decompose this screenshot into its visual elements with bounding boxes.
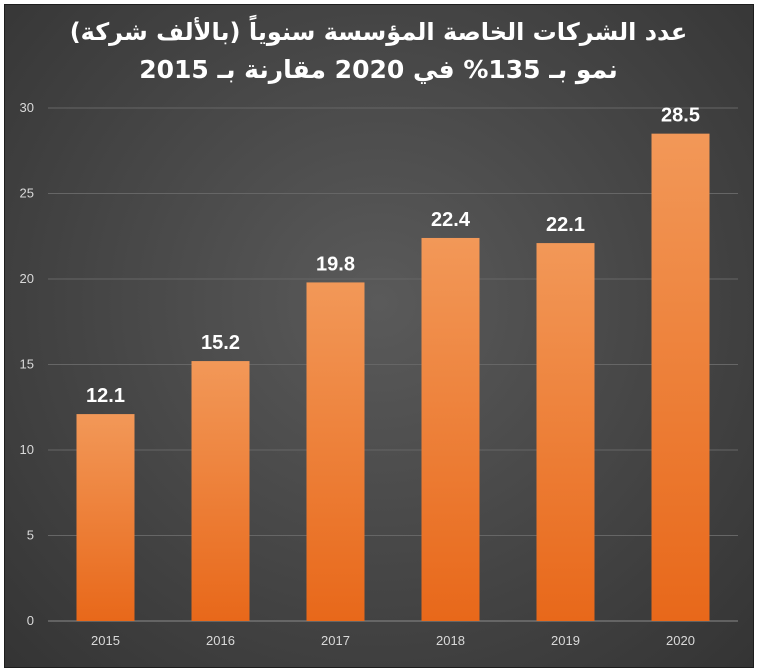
bar-2015 — [76, 414, 135, 621]
x-tick-label: 2017 — [321, 633, 350, 648]
data-label: 28.5 — [661, 105, 700, 127]
x-tick-label: 2018 — [436, 633, 465, 648]
y-tick-label: 20 — [20, 271, 34, 286]
y-tick-label: 5 — [27, 528, 34, 543]
bar-2017 — [306, 282, 365, 621]
x-tick-label: 2020 — [666, 633, 695, 648]
x-tick-label: 2015 — [91, 633, 120, 648]
bar-2016 — [191, 361, 250, 621]
y-tick-label: 25 — [20, 186, 34, 201]
x-tick-label: 2016 — [206, 633, 235, 648]
bar-2019 — [536, 243, 595, 621]
data-label: 19.8 — [316, 253, 355, 275]
y-tick-label: 15 — [20, 357, 34, 372]
bar-2020 — [651, 133, 710, 621]
chart-title: عدد الشركات الخاصة المؤسسة سنوياً (بالأل… — [69, 18, 688, 46]
y-tick-label: 0 — [27, 613, 34, 628]
chart-subtitle: نمو بـ 135% في 2020 مقارنة بـ 2015 — [139, 55, 618, 84]
y-tick-label: 30 — [20, 100, 34, 115]
y-tick-label: 10 — [20, 442, 34, 457]
data-label: 15.2 — [201, 332, 240, 354]
x-tick-label: 2019 — [551, 633, 580, 648]
bar-2018 — [421, 237, 480, 621]
data-label: 12.1 — [86, 385, 125, 407]
data-label: 22.4 — [431, 209, 471, 231]
data-label: 22.1 — [546, 214, 585, 236]
